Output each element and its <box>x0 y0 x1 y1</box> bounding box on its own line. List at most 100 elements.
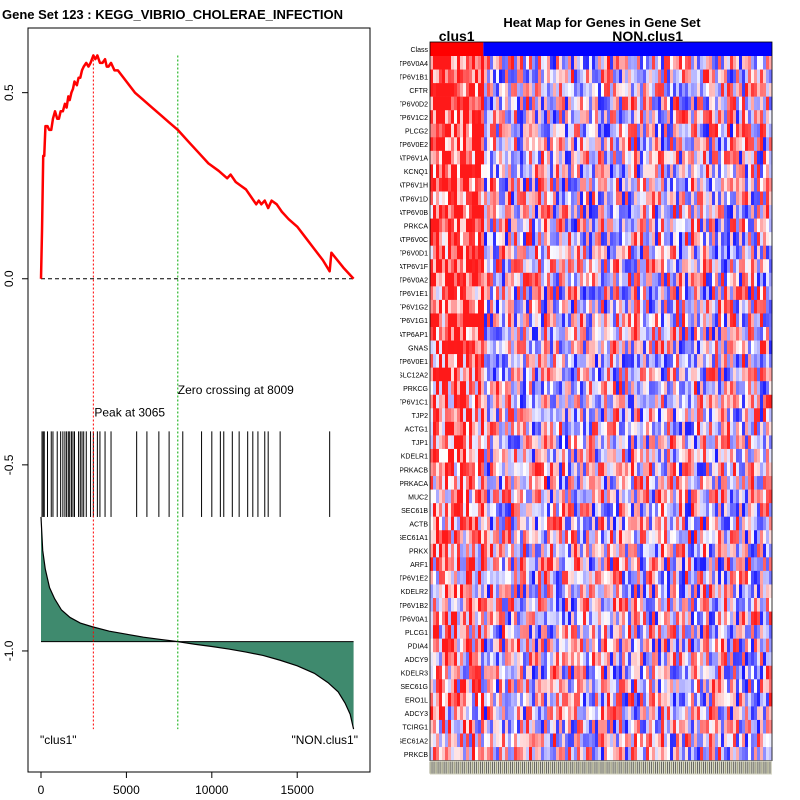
heatmap-cell <box>745 150 749 165</box>
heatmap-cell <box>562 394 566 409</box>
heatmap-cell <box>670 340 674 355</box>
heatmap-cell <box>463 462 467 477</box>
heatmap-cell <box>436 570 440 585</box>
heatmap-row <box>430 205 773 219</box>
heatmap-cell <box>655 96 659 111</box>
heatmap-cell <box>514 516 518 531</box>
heatmap-cell <box>760 530 764 545</box>
heatmap-cell <box>463 110 467 125</box>
heatmap-cell <box>598 503 602 517</box>
heatmap-cell <box>541 83 545 97</box>
heatmap-cell <box>751 205 755 219</box>
heatmap-cell <box>760 150 764 165</box>
heatmap-cell <box>445 164 449 179</box>
heatmap-cell <box>574 286 578 301</box>
heatmap-cell <box>448 476 452 490</box>
heatmap-cell <box>745 69 749 84</box>
heatmap-row <box>430 299 773 314</box>
heatmap-cell <box>562 272 566 287</box>
heatmap-cell <box>712 69 716 84</box>
heatmap-cell <box>670 327 674 341</box>
heatmap-cell <box>733 83 737 97</box>
heatmap-cell <box>514 83 518 97</box>
heatmap-cell <box>625 476 629 490</box>
heatmap-cell <box>439 83 443 97</box>
heatmap-cell <box>529 381 533 396</box>
heatmap-cell <box>766 56 770 70</box>
heatmap-cell <box>481 489 485 504</box>
heatmap-cell <box>745 557 749 572</box>
heatmap-cell <box>508 177 512 192</box>
heatmap-cell <box>709 340 713 355</box>
heatmap-cell <box>631 462 635 477</box>
heatmap-cell <box>445 137 449 152</box>
heatmap-cell <box>580 340 584 355</box>
heatmap-cell <box>568 598 572 612</box>
heatmap-cell <box>526 191 530 206</box>
heatmap-cell <box>526 598 530 612</box>
heatmap-cell <box>535 557 539 572</box>
heatmap-cell <box>673 299 677 314</box>
heatmap-cell <box>682 272 686 287</box>
heatmap-cell <box>460 448 464 463</box>
heatmap-cell <box>706 435 710 450</box>
heatmap-cell <box>613 83 617 97</box>
heatmap-cell <box>631 448 635 463</box>
heatmap-cell <box>466 164 470 179</box>
heatmap-cell <box>760 611 764 626</box>
heatmap-cell <box>736 448 740 463</box>
heatmap-cell <box>715 503 719 517</box>
heatmap-cell <box>691 408 695 423</box>
heatmap-cell <box>634 69 638 84</box>
heatmap-cell <box>526 448 530 463</box>
heatmap-cell <box>619 313 623 328</box>
heatmap-cell <box>499 408 503 423</box>
heatmap-cell <box>700 232 704 246</box>
heatmap-cell <box>670 245 674 260</box>
heatmap-cell <box>637 299 641 314</box>
heatmap-cell <box>613 110 617 125</box>
heatmap-cell <box>652 83 656 97</box>
heatmap-cell <box>472 570 476 585</box>
heatmap-cell <box>478 489 482 504</box>
heatmap-cell <box>475 218 479 233</box>
heatmap-cell <box>754 164 758 179</box>
heatmap-cell <box>508 584 512 599</box>
heatmap-cell <box>433 408 437 423</box>
heatmap-cell <box>511 421 515 436</box>
heatmap-cell <box>676 69 680 84</box>
heatmap-cell <box>586 354 590 368</box>
heatmap-cell <box>658 286 662 301</box>
heatmap-cell <box>493 354 497 368</box>
heatmap-cell <box>676 205 680 219</box>
heatmap-cell <box>622 394 626 409</box>
heatmap-cell <box>760 462 764 477</box>
heatmap-cell <box>679 123 683 138</box>
heatmap-cell <box>526 381 530 396</box>
heatmap-cell <box>583 570 587 585</box>
heatmap-cell <box>505 96 509 111</box>
heatmap-cell <box>526 340 530 355</box>
heatmap-cell <box>448 367 452 382</box>
heatmap-cell <box>619 476 623 490</box>
heatmap-cell <box>472 448 476 463</box>
heatmap-cell <box>562 557 566 572</box>
heatmap-cell <box>673 462 677 477</box>
heatmap-cell <box>679 408 683 423</box>
heatmap-cell <box>769 272 773 287</box>
heatmap-cell <box>619 462 623 477</box>
heatmap-cell <box>622 598 626 612</box>
heatmap-cell <box>697 530 701 545</box>
heatmap-cell <box>637 421 641 436</box>
heatmap-cell <box>664 123 668 138</box>
heatmap-cell <box>694 462 698 477</box>
heatmap-cell <box>433 625 437 639</box>
heatmap-cell <box>442 286 446 301</box>
heatmap-cell <box>565 516 569 531</box>
heatmap-cell <box>520 462 524 477</box>
heatmap-cell <box>622 56 626 70</box>
heatmap-cell <box>604 313 608 328</box>
heatmap-row <box>430 313 773 328</box>
heatmap-cell <box>691 313 695 328</box>
enrichment-plot-title: Gene Set 123 : KEGG_VIBRIO_CHOLERAE_INFE… <box>2 7 343 22</box>
